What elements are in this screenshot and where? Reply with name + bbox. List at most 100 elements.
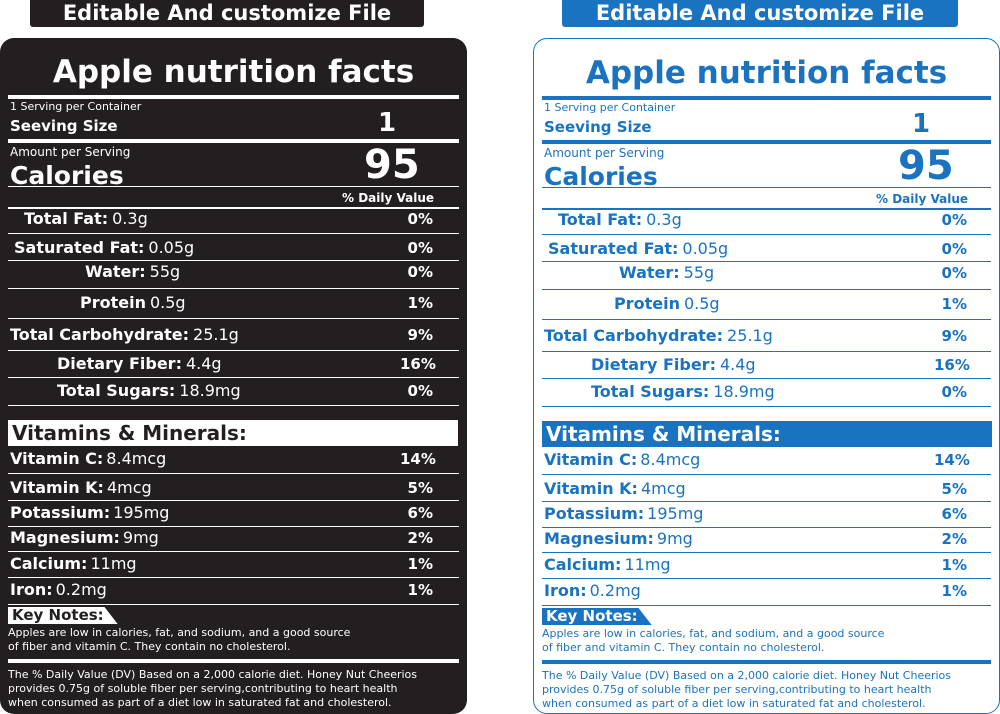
footer-text: when consumed as part of a diet low in s…	[542, 697, 926, 711]
blue-nutrition-label: Apple nutrition facts 1 Serving per Conta…	[533, 38, 1000, 714]
daily-value-header: % Daily Value	[876, 191, 969, 206]
nutrient-daily-value: 9%	[407, 326, 433, 344]
nutrient-daily-value: 0%	[407, 210, 433, 228]
vitamin-row: Vitamin K: 4mcg	[544, 479, 686, 498]
divider	[8, 577, 459, 578]
footer-text: provides 0.75g of soluble fiber per serv…	[8, 682, 398, 696]
vitamin-row: Potassium: 195mg	[544, 504, 703, 523]
black-banner: Editable And customize File	[30, 0, 424, 27]
serving-size-label: Seeving Size	[544, 118, 652, 136]
vitamin-daily-value: 2%	[407, 529, 433, 547]
nutrient-label: Total Sugars:	[57, 381, 176, 401]
nutrient-row: Total Sugars: 18.9mg	[591, 382, 775, 401]
nutrient-daily-value: 1%	[407, 294, 433, 312]
vitamin-amount: 9mg	[122, 528, 159, 548]
nutrient-label: Saturated Fat:	[548, 239, 679, 259]
divider	[542, 289, 991, 290]
divider	[8, 604, 459, 605]
calories-value: 95	[364, 142, 420, 188]
divider	[8, 405, 459, 406]
nutrient-amount: 0.5g	[683, 294, 720, 314]
amount-per-serving: Amount per Serving	[544, 145, 665, 160]
vitamin-row: Iron: 0.2mg	[544, 581, 641, 600]
vitamin-amount: 195mg	[113, 503, 170, 523]
vitamin-label: Vitamin C:	[10, 449, 104, 469]
vitamin-daily-value: 5%	[941, 480, 967, 498]
vitamins-header: Vitamins & Minerals:	[8, 420, 458, 446]
divider	[542, 406, 991, 407]
divider	[542, 261, 991, 262]
vitamin-row: Potassium: 195mg	[10, 503, 169, 522]
divider	[542, 140, 991, 144]
vitamin-label: Iron:	[544, 581, 587, 601]
vitamin-amount: 4mcg	[640, 479, 686, 499]
servings-per-container: 1 Serving per Container	[10, 100, 142, 114]
vitamin-label: Iron:	[10, 580, 53, 600]
nutrient-row: Protein 0.5g	[80, 293, 186, 312]
nutrient-daily-value: 0%	[407, 382, 433, 400]
vitamin-amount: 8.4mcg	[640, 450, 701, 470]
vitamin-row: Calcium: 11mg	[10, 554, 137, 573]
nutrient-amount: 55g	[683, 263, 715, 283]
key-note-text: of fiber and vitamin C. They contain no …	[8, 640, 291, 654]
footer-text: The % Daily Value (DV) Based on a 2,000 …	[8, 668, 418, 682]
nutrient-daily-value: 0%	[407, 239, 433, 257]
amount-per-serving: Amount per Serving	[10, 144, 131, 159]
nutrient-label: Total Fat:	[558, 210, 643, 230]
nutrient-amount: 55g	[149, 262, 181, 282]
vitamin-row: Magnesium: 9mg	[10, 528, 159, 547]
nutrient-label: Water:	[85, 262, 146, 282]
nutrient-amount: 0.3g	[112, 209, 148, 229]
nutrient-label: Total Carbohydrate:	[10, 325, 190, 345]
nutrient-row: Total Carbohydrate: 25.1g	[544, 326, 773, 345]
divider	[8, 95, 459, 99]
label-title: Apple nutrition facts	[52, 54, 415, 90]
divider	[8, 377, 459, 378]
nutrient-row: Total Fat: 0.3g	[24, 209, 148, 228]
vitamin-daily-value: 1%	[941, 556, 967, 574]
nutrient-label: Water:	[619, 263, 680, 283]
divider	[8, 318, 459, 319]
nutrient-label: Dietary Fiber:	[57, 354, 182, 374]
nutrient-amount: 18.9mg	[179, 381, 241, 401]
key-note-text: Apples are low in calories, fat, and sod…	[8, 626, 351, 640]
nutrient-daily-value: 9%	[941, 327, 967, 345]
divider	[542, 660, 991, 664]
vitamin-label: Potassium:	[544, 504, 645, 524]
nutrient-amount: 25.1g	[193, 325, 239, 345]
serving-size-value: 1	[912, 109, 931, 140]
blue-banner: Editable And customize File	[562, 0, 958, 27]
footer-text: The % Daily Value (DV) Based on a 2,000 …	[542, 669, 952, 683]
vitamin-daily-value: 1%	[407, 581, 433, 599]
nutrient-label: Protein	[614, 294, 680, 314]
vitamin-label: Magnesium:	[10, 528, 120, 548]
key-notes-label: Key Notes:	[542, 608, 652, 625]
vitamin-row: Vitamin K: 4mcg	[10, 478, 152, 497]
nutrient-row: Total Sugars: 18.9mg	[57, 381, 241, 400]
vitamin-row: Magnesium: 9mg	[544, 529, 693, 548]
divider	[542, 96, 991, 100]
vitamin-row: Calcium: 11mg	[544, 555, 671, 574]
divider	[8, 233, 459, 234]
vitamin-amount: 11mg	[90, 554, 137, 574]
nutrient-daily-value: 16%	[934, 356, 970, 374]
footer-text: provides 0.75g of soluble fiber per serv…	[542, 683, 932, 697]
vitamin-label: Calcium:	[544, 555, 622, 575]
servings-per-container: 1 Serving per Container	[544, 101, 676, 115]
nutrient-daily-value: 0%	[941, 240, 967, 258]
vitamin-row: Vitamin C: 8.4mcg	[10, 449, 166, 468]
divider	[8, 186, 459, 187]
vitamin-amount: 9mg	[656, 529, 693, 549]
nutrient-amount: 0.5g	[149, 293, 186, 313]
divider	[542, 578, 991, 579]
vitamins-header: Vitamins & Minerals:	[542, 421, 992, 447]
vitamin-label: Vitamin K:	[544, 479, 638, 499]
vitamin-daily-value: 1%	[941, 582, 967, 600]
nutrient-amount: 0.05g	[682, 239, 729, 259]
nutrient-daily-value: 0%	[941, 211, 967, 229]
divider	[8, 659, 459, 663]
nutrient-amount: 0.3g	[646, 210, 682, 230]
vitamin-amount: 195mg	[647, 504, 704, 524]
vitamin-row: Vitamin C: 8.4mcg	[544, 450, 700, 469]
serving-size-label: Seeving Size	[10, 117, 118, 135]
